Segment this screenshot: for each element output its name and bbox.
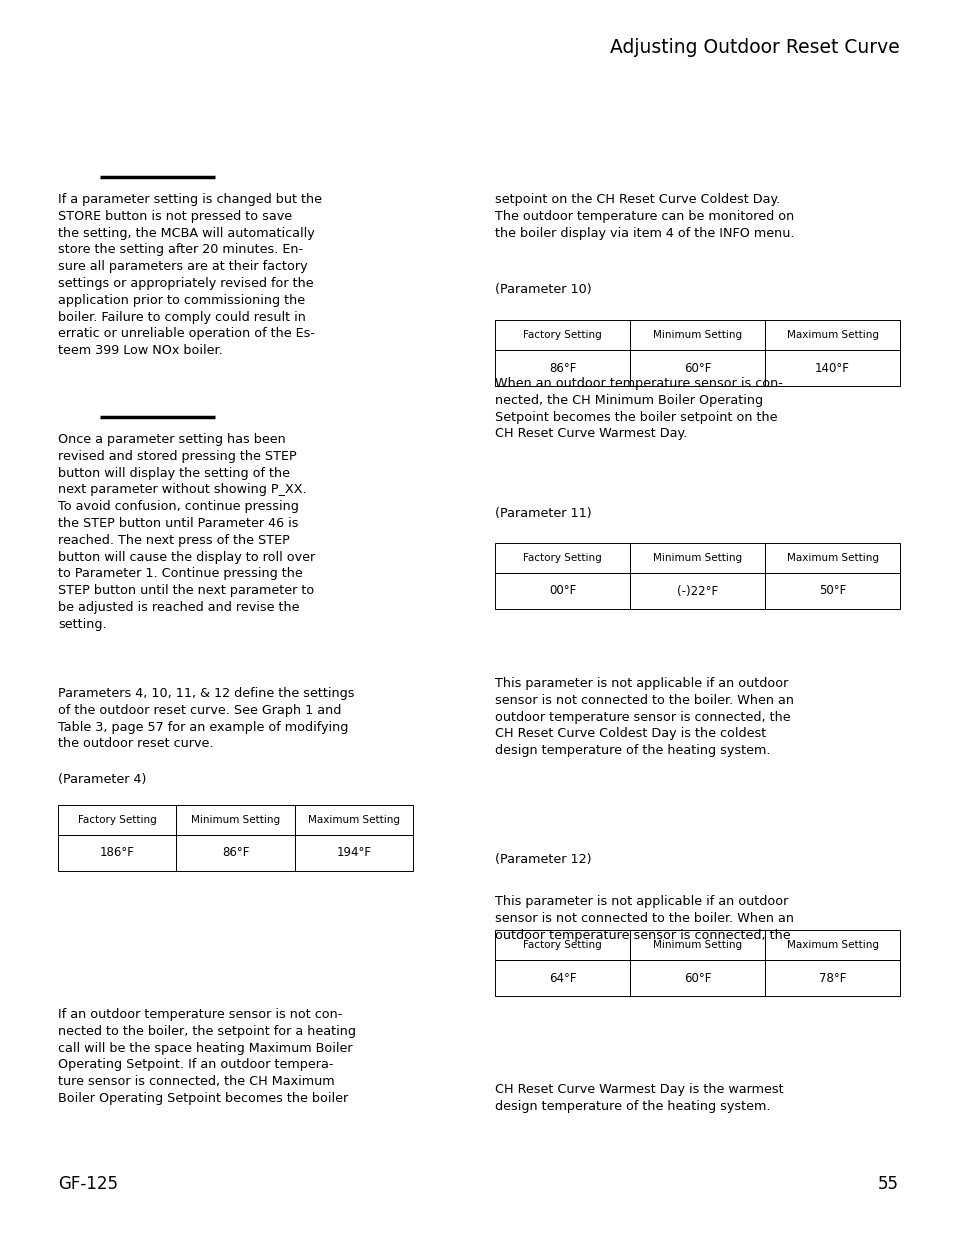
Text: Parameters 4, 10, 11, & 12 define the settings
of the outdoor reset curve. See G: Parameters 4, 10, 11, & 12 define the se… xyxy=(58,687,355,751)
Bar xyxy=(764,543,899,573)
Text: Factory Setting: Factory Setting xyxy=(78,815,156,825)
Text: 64°F: 64°F xyxy=(548,972,576,984)
Bar xyxy=(176,835,294,871)
Bar xyxy=(764,350,899,387)
Text: (Parameter 11): (Parameter 11) xyxy=(495,508,591,520)
Bar xyxy=(495,350,629,387)
Text: (Parameter 10): (Parameter 10) xyxy=(495,283,591,296)
Text: This parameter is not applicable if an outdoor
sensor is not connected to the bo: This parameter is not applicable if an o… xyxy=(495,895,793,941)
Text: Maximum Setting: Maximum Setting xyxy=(308,815,399,825)
Bar xyxy=(495,960,629,995)
Bar xyxy=(495,930,629,960)
Text: Minimum Setting: Minimum Setting xyxy=(652,330,741,340)
Text: 60°F: 60°F xyxy=(683,362,710,374)
Text: (-)22°F: (-)22°F xyxy=(677,584,718,598)
Text: Maximum Setting: Maximum Setting xyxy=(785,940,878,950)
Text: CH Reset Curve Warmest Day is the warmest
design temperature of the heating syst: CH Reset Curve Warmest Day is the warmes… xyxy=(495,1083,782,1113)
Text: Maximum Setting: Maximum Setting xyxy=(785,330,878,340)
Text: If a parameter setting is changed but the
STORE button is not pressed to save
th: If a parameter setting is changed but th… xyxy=(58,193,322,357)
Text: When an outdoor temperature sensor is con-
nected, the CH Minimum Boiler Operati: When an outdoor temperature sensor is co… xyxy=(495,377,782,441)
Text: 140°F: 140°F xyxy=(814,362,849,374)
Bar xyxy=(495,320,629,350)
Text: 86°F: 86°F xyxy=(222,846,249,860)
Text: (Parameter 12): (Parameter 12) xyxy=(495,853,591,866)
Text: 194°F: 194°F xyxy=(336,846,371,860)
Text: Minimum Setting: Minimum Setting xyxy=(652,940,741,950)
Bar xyxy=(629,960,764,995)
Text: 60°F: 60°F xyxy=(683,972,710,984)
Text: Maximum Setting: Maximum Setting xyxy=(785,553,878,563)
Text: Once a parameter setting has been
revised and stored pressing the STEP
button wi: Once a parameter setting has been revise… xyxy=(58,433,314,631)
Bar xyxy=(764,320,899,350)
Bar xyxy=(764,960,899,995)
Text: Adjusting Outdoor Reset Curve: Adjusting Outdoor Reset Curve xyxy=(610,38,899,57)
Bar xyxy=(176,805,294,835)
Text: Factory Setting: Factory Setting xyxy=(522,330,601,340)
Bar xyxy=(764,930,899,960)
Bar xyxy=(629,320,764,350)
Text: 55: 55 xyxy=(877,1174,898,1193)
Bar xyxy=(58,805,176,835)
Bar xyxy=(629,350,764,387)
Text: GF-125: GF-125 xyxy=(58,1174,118,1193)
Text: If an outdoor temperature sensor is not con-
nected to the boiler, the setpoint : If an outdoor temperature sensor is not … xyxy=(58,1008,355,1105)
Text: (Parameter 4): (Parameter 4) xyxy=(58,773,146,785)
Text: Minimum Setting: Minimum Setting xyxy=(652,553,741,563)
Text: Factory Setting: Factory Setting xyxy=(522,940,601,950)
Text: 86°F: 86°F xyxy=(548,362,576,374)
Text: This parameter is not applicable if an outdoor
sensor is not connected to the bo: This parameter is not applicable if an o… xyxy=(495,677,793,757)
Bar xyxy=(764,573,899,609)
Text: setpoint on the CH Reset Curve Coldest Day.
The outdoor temperature can be monit: setpoint on the CH Reset Curve Coldest D… xyxy=(495,193,794,240)
Text: 78°F: 78°F xyxy=(818,972,845,984)
Text: 186°F: 186°F xyxy=(100,846,134,860)
Text: 00°F: 00°F xyxy=(548,584,576,598)
Bar xyxy=(58,835,176,871)
Text: 50°F: 50°F xyxy=(818,584,845,598)
Text: Factory Setting: Factory Setting xyxy=(522,553,601,563)
Bar xyxy=(629,930,764,960)
Bar xyxy=(629,573,764,609)
Bar xyxy=(294,805,413,835)
Text: Minimum Setting: Minimum Setting xyxy=(191,815,280,825)
Bar xyxy=(495,543,629,573)
Bar xyxy=(294,835,413,871)
Bar xyxy=(495,573,629,609)
Bar xyxy=(629,543,764,573)
